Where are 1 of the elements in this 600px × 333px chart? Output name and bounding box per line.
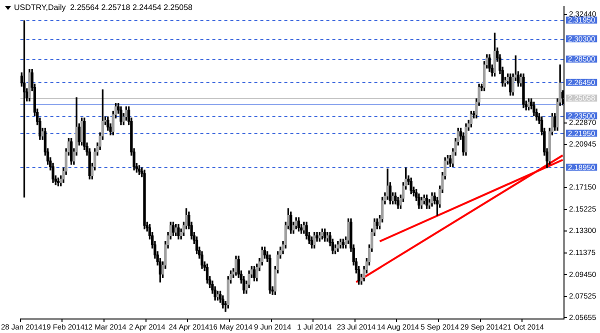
chart-title: USDTRY,Daily 2.25564 2.25718 2.24454 2.25058	[14, 3, 193, 12]
